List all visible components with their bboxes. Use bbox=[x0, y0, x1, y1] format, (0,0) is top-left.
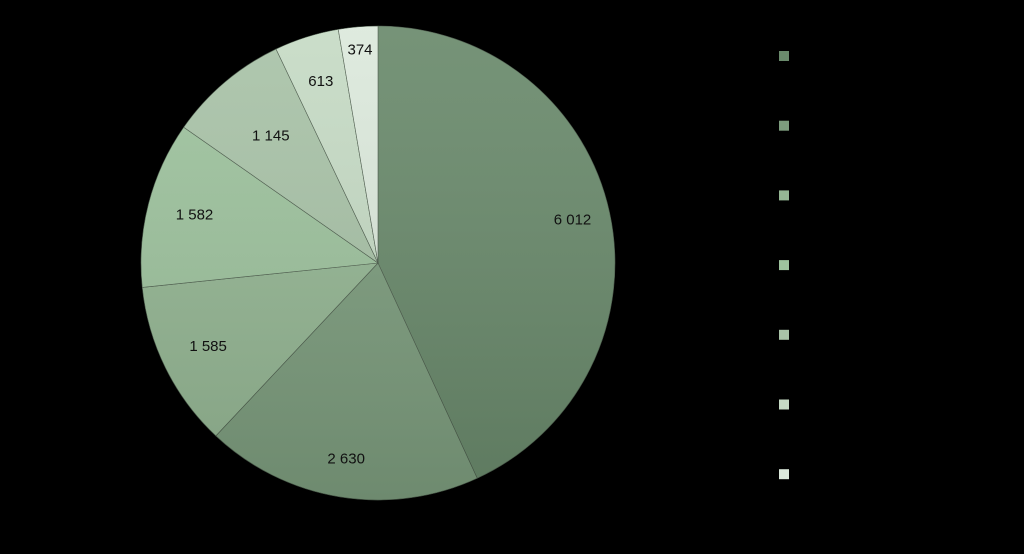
data-label-5: 1 145 bbox=[252, 127, 290, 144]
data-label-7: 374 bbox=[347, 41, 372, 58]
data-label-6: 613 bbox=[308, 73, 333, 90]
data-label-2: 2 630 bbox=[327, 450, 365, 467]
legend-marker-5 bbox=[779, 329, 789, 340]
legend bbox=[779, 51, 789, 480]
legend-marker-1 bbox=[779, 51, 789, 61]
legend-marker-7 bbox=[779, 469, 789, 480]
legend-marker-4 bbox=[779, 260, 789, 271]
pie-slices bbox=[140, 25, 616, 501]
data-label-4: 1 582 bbox=[176, 206, 214, 223]
data-label-3: 1 585 bbox=[189, 338, 227, 355]
legend-marker-3 bbox=[779, 190, 789, 201]
legend-marker-6 bbox=[779, 399, 789, 410]
data-label-1: 6 012 bbox=[554, 211, 592, 228]
pie-data-labels: 6 012 2 630 1 585 1 582 1 145 613 374 bbox=[176, 41, 592, 467]
legend-marker-2 bbox=[779, 120, 789, 131]
